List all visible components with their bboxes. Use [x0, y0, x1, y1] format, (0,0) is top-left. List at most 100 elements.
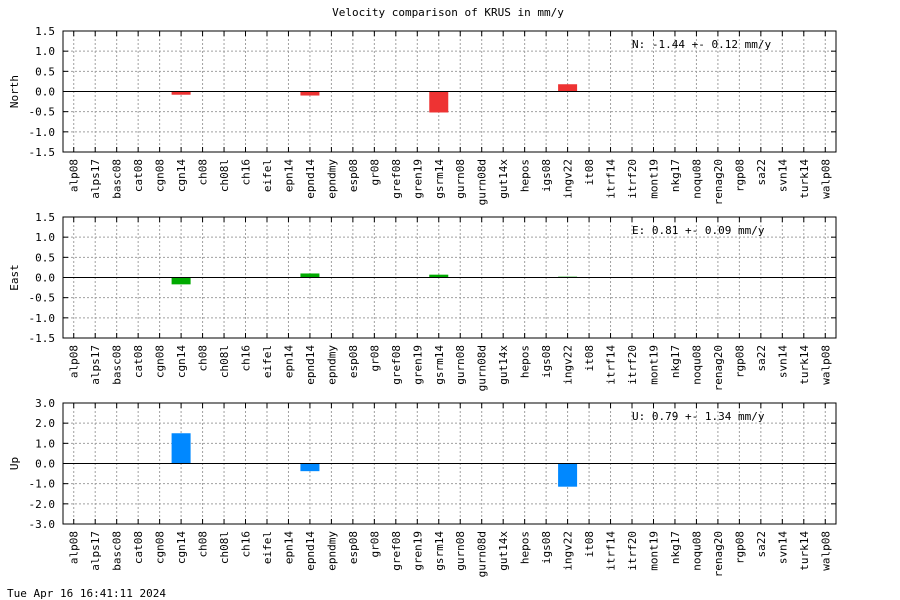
- bar-cgn14: [171, 91, 191, 95]
- x-tick-label: gurn08d: [476, 159, 489, 205]
- x-tick-label: cat08: [132, 159, 145, 192]
- y-axis-label: Up: [8, 457, 21, 470]
- x-tick-label: turk14: [798, 159, 811, 199]
- bar-epnd14: [300, 273, 320, 278]
- panel-east: -1.5 -1.0 -0.5 0.0 0.5 1.0 1.5 E: 0.81 +- 0.09 …: [8, 211, 837, 391]
- x-tick-label: nkg17: [669, 345, 682, 378]
- x-tick-label: cgn08: [154, 159, 167, 192]
- x-tick-label: itrf14: [605, 345, 618, 385]
- y-tick-label: 1.0: [35, 231, 55, 244]
- chart-panels: -1.5 -1.0 -0.5 0.0 0.5 1.0 1.5 N: -1.44 +- 0.12…: [8, 25, 837, 577]
- y-tick-label: 0.0: [35, 272, 55, 285]
- x-tick-label: ch08: [197, 531, 210, 558]
- bar-gsrm14: [429, 91, 449, 113]
- y-tick-label: 0.0: [35, 458, 55, 471]
- stats-annotation: N: -1.44 +- 0.12 mm/y: [632, 38, 771, 51]
- x-tick-label: gren19: [411, 159, 424, 199]
- x-tick-label: turk14: [798, 345, 811, 385]
- y-axis-label: North: [8, 75, 21, 108]
- y-tick-label: 1.5: [35, 25, 55, 38]
- x-tick-label: epndmy: [325, 531, 338, 571]
- x-tick-label: gref08: [390, 345, 403, 385]
- x-tick-label: hepos: [519, 159, 532, 192]
- x-tick-label: ch16: [240, 531, 253, 558]
- x-tick-label: itrf20: [626, 531, 639, 571]
- y-tick-label: 0.5: [35, 65, 55, 78]
- x-tick-label: eifel: [261, 159, 274, 192]
- x-tick-label: cgn08: [154, 345, 167, 378]
- y-tick-label: -1.5: [29, 332, 56, 345]
- x-tick-label: rgp08: [733, 345, 746, 378]
- x-tick-label: ch08l: [218, 531, 231, 564]
- x-tick-label: ch16: [240, 345, 253, 372]
- x-tick-label: ingv22: [562, 345, 575, 385]
- y-tick-label: -0.5: [29, 106, 56, 119]
- panel-up: -3.0 -2.0 -1.0 0.0 1.0 2.0 3.0 U: 0.79 +- 1.34 …: [8, 397, 837, 577]
- x-tick-label: epnd14: [304, 159, 317, 199]
- y-axis-label: East: [8, 264, 21, 291]
- timestamp: Tue Apr 16 16:41:11 2024: [7, 587, 166, 600]
- x-tick-label: hepos: [519, 345, 532, 378]
- x-tick-label: it08: [583, 159, 596, 186]
- x-tick-label: epn14: [282, 345, 295, 378]
- y-tick-label: -2.0: [29, 498, 56, 511]
- x-tick-label: epn14: [282, 159, 295, 192]
- x-tick-label: alp08: [68, 531, 81, 564]
- x-tick-label: basc08: [111, 345, 124, 385]
- x-tick-label: basc08: [111, 159, 124, 199]
- x-tick-label: rgp08: [733, 531, 746, 564]
- x-tick-label: svn14: [776, 159, 789, 192]
- y-tick-label: -1.0: [29, 478, 56, 491]
- x-tick-label: gut14x: [497, 531, 510, 571]
- x-tick-label: epndmy: [325, 345, 338, 385]
- x-tick-label: turk14: [798, 531, 811, 571]
- x-tick-label: itrf20: [626, 159, 639, 199]
- plot-frame: [62, 402, 837, 525]
- x-tick-label: gurn08: [454, 159, 467, 199]
- y-tick-label: -1.5: [29, 146, 56, 159]
- x-tick-label: sa22: [755, 159, 768, 186]
- bar-cgn14: [171, 277, 191, 285]
- stats-annotation: U: 0.79 +- 1.34 mm/y: [632, 410, 765, 423]
- x-tick-label: gren19: [411, 531, 424, 571]
- x-tick-label: gr08: [368, 159, 381, 186]
- x-tick-label: cat08: [132, 345, 145, 378]
- x-tick-label: eifel: [261, 531, 274, 564]
- x-tick-label: walp08: [819, 345, 832, 385]
- x-tick-label: epnd14: [304, 531, 317, 571]
- y-tick-label: -0.5: [29, 292, 56, 305]
- x-tick-label: igs08: [540, 345, 553, 378]
- x-tick-label: noqu08: [690, 531, 703, 571]
- x-tick-label: renag20: [712, 531, 725, 577]
- x-tick-label: esp08: [347, 159, 360, 192]
- x-tick-label: hepos: [519, 531, 532, 564]
- x-tick-label: sa22: [755, 531, 768, 558]
- x-tick-label: mont19: [647, 531, 660, 571]
- x-tick-label: ingv22: [562, 159, 575, 199]
- x-tick-label: ch08l: [218, 159, 231, 192]
- x-tick-label: mont19: [647, 345, 660, 385]
- plot-frame: [62, 216, 837, 339]
- x-tick-label: renag20: [712, 159, 725, 205]
- x-tick-label: itrf20: [626, 345, 639, 385]
- stats-annotation: E: 0.81 +- 0.09 mm/y: [632, 224, 765, 237]
- x-tick-label: gref08: [390, 531, 403, 571]
- x-tick-label: noqu08: [690, 159, 703, 199]
- x-tick-label: noqu08: [690, 345, 703, 385]
- x-tick-label: itrf14: [605, 159, 618, 199]
- x-tick-label: epn14: [282, 531, 295, 564]
- chart-title: Velocity comparison of KRUS in mm/y: [332, 6, 564, 19]
- bar-ingv22: [558, 84, 578, 92]
- bar-gsrm14: [429, 274, 449, 278]
- y-tick-label: -1.0: [29, 312, 56, 325]
- x-tick-label: cgn08: [154, 531, 167, 564]
- x-tick-label: mont19: [647, 159, 660, 199]
- x-tick-label: gren19: [411, 345, 424, 385]
- x-tick-label: ch16: [240, 159, 253, 186]
- y-tick-label: 2.0: [35, 417, 55, 430]
- x-tick-label: sa22: [755, 345, 768, 372]
- y-tick-label: 1.0: [35, 45, 55, 58]
- bar-cgn14: [171, 433, 191, 464]
- x-tick-label: ingv22: [562, 531, 575, 571]
- x-tick-label: gurn08: [454, 531, 467, 571]
